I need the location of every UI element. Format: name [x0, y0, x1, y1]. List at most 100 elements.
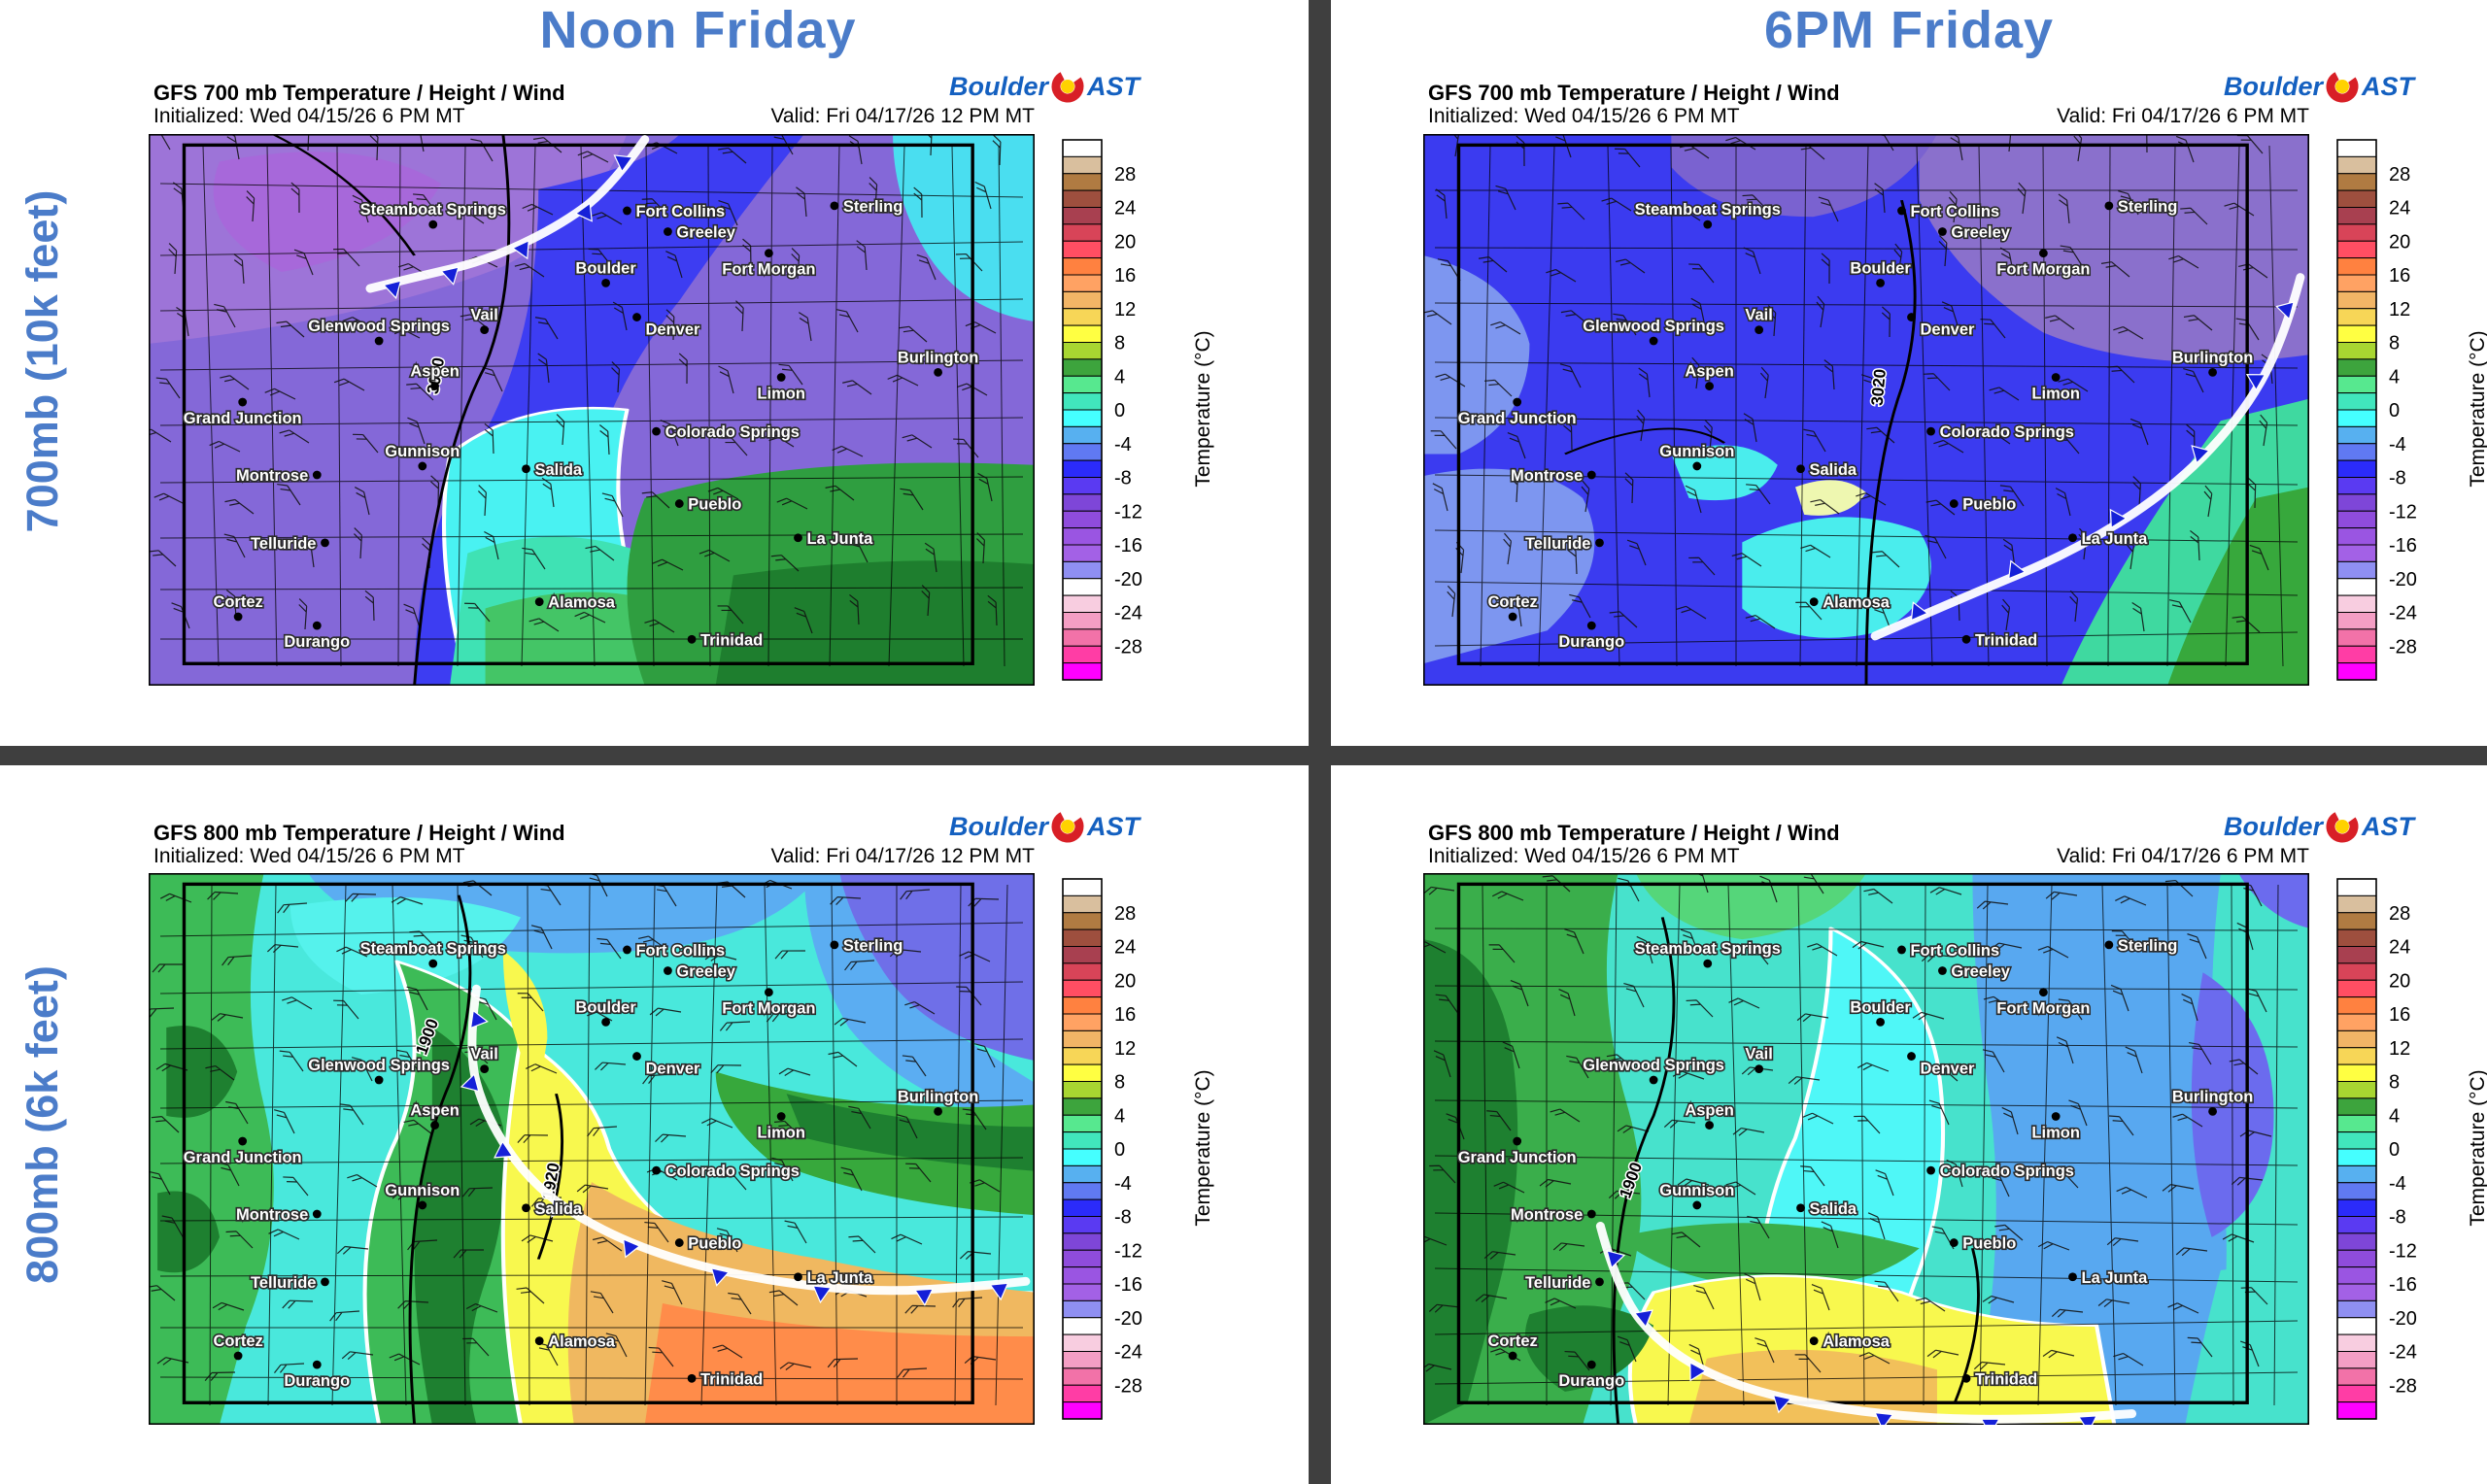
city-label: Durango	[284, 633, 350, 651]
city-dot	[1938, 966, 1947, 975]
colorado-c-icon	[1051, 70, 1084, 103]
city-dot	[2039, 988, 2048, 997]
city-label: Aspen	[1685, 1102, 1733, 1120]
colorbar-tick-label: -28	[2389, 1375, 2417, 1397]
city-label: Fort Morgan	[1996, 261, 2090, 279]
city-label: Boulder	[575, 998, 636, 1016]
city-dot	[1705, 382, 1714, 390]
city-label: Fort Morgan	[1996, 1000, 2090, 1018]
city-dot	[1876, 278, 1885, 287]
city-label: Sterling	[843, 937, 903, 955]
city-label: Vail	[470, 307, 497, 324]
colorbar-tick-label: 20	[1114, 970, 1136, 992]
city-dot	[1796, 1203, 1805, 1213]
column-title-noon-friday: Noon Friday	[539, 1, 857, 59]
city-dot	[534, 1336, 544, 1346]
city-dot	[1705, 1121, 1714, 1130]
cold-front-triangle	[2077, 1415, 2097, 1425]
cold-front-triangle	[913, 1288, 934, 1307]
city-label: Steamboat Springs	[1635, 940, 1781, 958]
city-dot	[233, 1351, 243, 1361]
city-label: Grand Junction	[1458, 410, 1577, 427]
city-dot	[1649, 1075, 1658, 1085]
city-dot	[794, 533, 802, 543]
city-label: Salida	[1810, 461, 1857, 479]
city-label: Trinidad	[700, 631, 763, 649]
forecast-map-700mb-6pm: 3020 Steamboat Springs Fort Collins Greeley…	[1423, 134, 2309, 686]
divider-vertical	[1309, 0, 1331, 1484]
colorbar-axis-title: Temperature (°C)	[1192, 1069, 1214, 1226]
city-label: Aspen	[1685, 363, 1733, 381]
city-label: Pueblo	[688, 496, 741, 514]
colorbar-tick-label: 16	[1114, 1004, 1136, 1026]
logo-text-boulder: Boulder	[2224, 71, 2324, 101]
city-dot	[601, 1017, 610, 1027]
city-dot	[1513, 397, 1522, 407]
city-label: Limon	[2031, 1124, 2080, 1141]
cold-front-triangle	[1633, 1309, 1653, 1329]
city-dot	[674, 499, 684, 508]
colorbar-tick-label: -28	[1114, 636, 1142, 658]
city-label: Gunnison	[385, 1182, 460, 1199]
city-dot	[674, 1238, 684, 1247]
city-label: Gunnison	[1659, 443, 1734, 460]
map-header-title: GFS 700 mb Temperature / Height / Wind	[153, 81, 565, 105]
city-label: Grand Junction	[1458, 1149, 1577, 1166]
city-dot	[2039, 249, 2048, 258]
colorbar-tick-label: -28	[1114, 1375, 1142, 1397]
colorbar-tick-label: 4	[1114, 1105, 1125, 1127]
city-label: Boulder	[1850, 998, 1911, 1016]
temperature-colorbar: 28 24 20 16 12 8 4 0 -4 -8 -12 -16 -20 -24 -28 Temperat…	[1062, 139, 1214, 681]
city-label: Colorado Springs	[665, 423, 800, 441]
city-label: Gunnison	[385, 443, 460, 460]
colorbar-tick-label: -20	[1114, 1308, 1142, 1330]
city-label: Grand Junction	[184, 410, 302, 427]
city-dot	[2208, 367, 2217, 377]
colorado-c-icon	[2326, 810, 2359, 843]
city-dot	[2068, 1272, 2077, 1282]
bouldercast-logo: Boulder AST	[2224, 808, 2414, 845]
city-dot	[1508, 612, 1517, 622]
colorbar-tick-label: -24	[1114, 1342, 1142, 1364]
cold-front-triangle	[710, 1267, 731, 1287]
city-label: Fort Collins	[635, 942, 725, 960]
colorbar-tick-label: 28	[1114, 164, 1136, 186]
city-label: Burlington	[2172, 1088, 2253, 1105]
city-label: Salida	[1810, 1200, 1857, 1218]
city-label: Pueblo	[688, 1235, 741, 1253]
colorbar-tick-label: -28	[2389, 636, 2417, 658]
city-dot	[428, 219, 438, 229]
city-dot	[321, 1277, 329, 1287]
colorbar-tick-label: 0	[2389, 400, 2400, 422]
city-label: Durango	[1558, 633, 1624, 651]
cold-front-triangle	[1689, 1362, 1707, 1382]
city-dot	[1961, 634, 1971, 644]
city-label: Aspen	[410, 363, 459, 381]
city-label: La Junta	[2081, 1269, 2148, 1287]
colorbar-tick-label: 4	[2389, 1105, 2400, 1127]
city-dot	[1961, 1373, 1971, 1383]
city-dot	[1586, 1209, 1596, 1219]
colorbar-tick-label: -4	[1114, 434, 1132, 455]
city-label: Montrose	[236, 467, 308, 485]
city-label: Denver	[1921, 1061, 1976, 1078]
map-valid-time: Valid: Fri 04/17/26 12 PM MT	[770, 105, 1035, 127]
colorbar-tick-label: 0	[1114, 400, 1125, 422]
city-label: Boulder	[575, 259, 636, 277]
city-dot	[2208, 1106, 2217, 1116]
city-dot	[1586, 1360, 1596, 1369]
city-label: Boulder	[1850, 259, 1911, 277]
city-dot	[1949, 499, 1959, 508]
city-label: Telluride	[1525, 535, 1591, 553]
cold-front-triangle	[460, 1072, 480, 1093]
city-dot	[830, 201, 839, 211]
city-label: Telluride	[1525, 1274, 1591, 1292]
colorbar-tick-label: -20	[1114, 569, 1142, 590]
city-dot	[1907, 313, 1916, 321]
cold-front-triangle	[2191, 445, 2211, 464]
colorbar-tick-label: 24	[1114, 198, 1136, 219]
cold-front-triangle	[1606, 1250, 1626, 1269]
height-contour-label: 3020	[1868, 368, 1890, 406]
colorado-c-icon	[2326, 70, 2359, 103]
logo-text-ast: AST	[1087, 811, 1141, 841]
